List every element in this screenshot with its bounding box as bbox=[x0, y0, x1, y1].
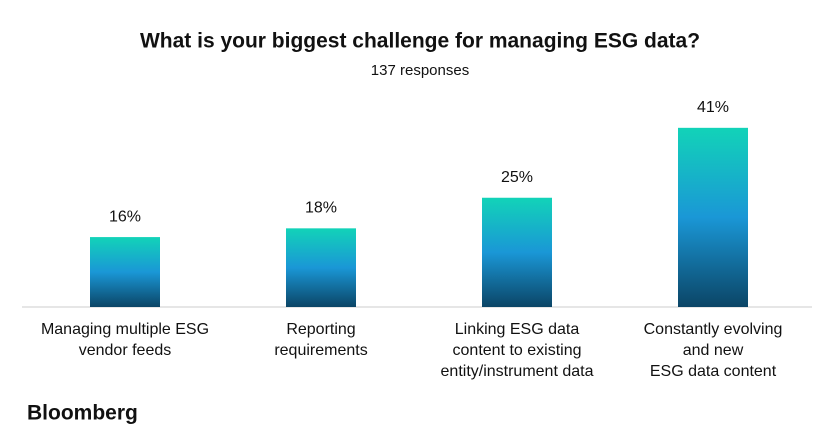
value-label: 18% bbox=[305, 200, 337, 217]
bar bbox=[678, 127, 748, 307]
value-label: 16% bbox=[109, 208, 141, 225]
bar bbox=[482, 197, 552, 307]
chart-title: What is your biggest challenge for manag… bbox=[140, 30, 700, 53]
source: Bloomberg bbox=[27, 402, 138, 425]
value-label: 25% bbox=[501, 169, 533, 186]
bar bbox=[286, 228, 356, 307]
x-tick-label: Constantly evolving and new ESG data con… bbox=[643, 321, 783, 380]
x-tick-label: Reporting requirements bbox=[274, 321, 368, 359]
chart-subtitle: 137 responses bbox=[371, 62, 469, 79]
value-label: 41% bbox=[697, 99, 729, 116]
x-tick-label: Linking ESG data content to existing ent… bbox=[440, 321, 594, 380]
x-tick-label: Managing multiple ESG vendor feeds bbox=[40, 321, 210, 359]
bar bbox=[90, 237, 160, 307]
